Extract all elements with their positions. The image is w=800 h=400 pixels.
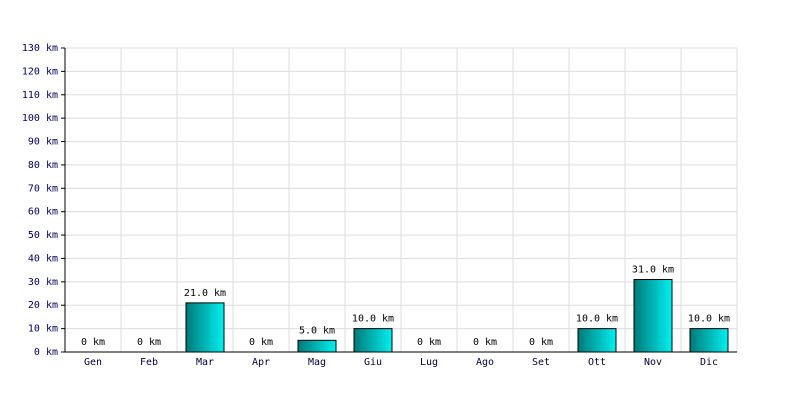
x-tick-label: Giu (364, 357, 382, 368)
bar (185, 302, 225, 353)
x-tick-label: Gen (84, 357, 102, 368)
y-tick-label: 70 km (28, 183, 58, 194)
y-tick-label: 30 km (28, 277, 58, 288)
value-label: 0 km (249, 337, 273, 348)
bar (297, 339, 337, 353)
y-tick-label: 90 km (28, 137, 58, 148)
y-tick-label: 130 km (22, 43, 58, 54)
x-tick-label: Lug (420, 357, 438, 368)
x-tick-label: Ago (476, 357, 494, 368)
bar (633, 279, 673, 353)
value-label: 31.0 km (632, 265, 674, 276)
value-label: 10.0 km (576, 314, 618, 325)
value-label: 0 km (81, 337, 105, 348)
y-tick-label: 40 km (28, 253, 58, 264)
x-tick-label: Dic (700, 357, 718, 368)
x-tick-label: Ott (588, 357, 606, 368)
bar (577, 328, 617, 353)
x-tick-label: Mar (196, 357, 214, 368)
y-tick-label: 20 km (28, 300, 58, 311)
value-label: 0 km (417, 337, 441, 348)
y-tick-label: 100 km (22, 113, 58, 124)
y-tick-label: 60 km (28, 207, 58, 218)
x-tick-label: Set (532, 357, 550, 368)
y-tick-label: 120 km (22, 66, 58, 77)
x-tick-label: Apr (252, 357, 270, 368)
value-label: 5.0 km (299, 325, 335, 336)
x-tick-label: Nov (644, 357, 662, 368)
value-label: 10.0 km (688, 314, 730, 325)
x-tick-label: Mag (308, 357, 326, 368)
bar (689, 328, 729, 353)
value-label: 0 km (473, 337, 497, 348)
value-label: 0 km (529, 337, 553, 348)
bar (353, 328, 393, 353)
x-tick-label: Feb (140, 357, 158, 368)
value-label: 0 km (137, 337, 161, 348)
value-label: 10.0 km (352, 314, 394, 325)
y-tick-label: 110 km (22, 90, 58, 101)
y-tick-label: 0 km (34, 347, 58, 358)
y-tick-label: 80 km (28, 160, 58, 171)
value-label: 21.0 km (184, 288, 226, 299)
y-tick-label: 50 km (28, 230, 58, 241)
y-tick-label: 10 km (28, 324, 58, 335)
